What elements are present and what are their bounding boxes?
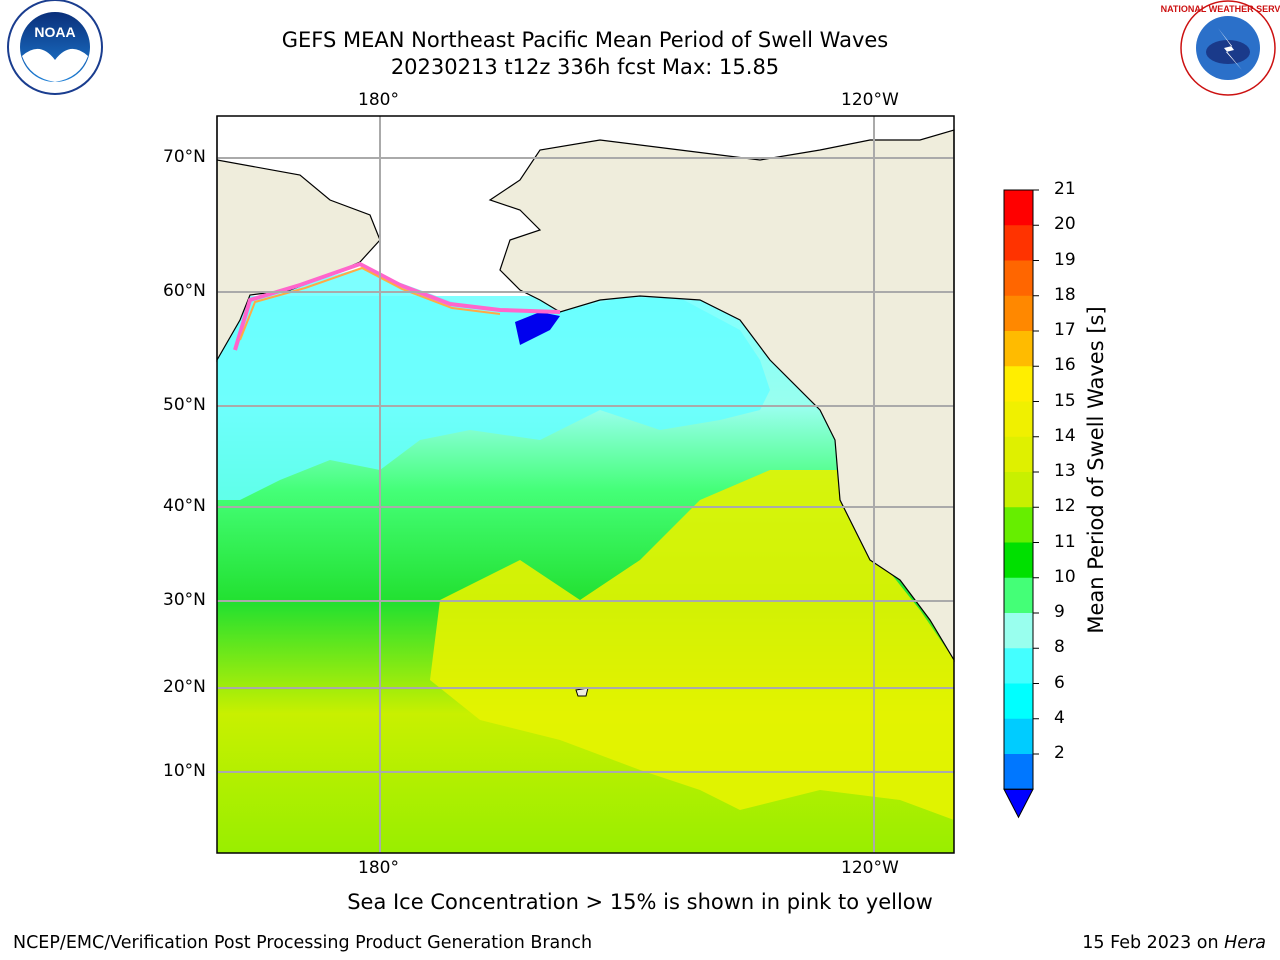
colorbar-tick-label: 2 [1054,743,1065,763]
colorbar-tick-label: 4 [1054,707,1065,728]
lat-label-10n: 10°N [163,761,206,781]
ocean-yellow-region [430,470,954,820]
colorbar-tick-label: 11 [1054,531,1076,552]
lat-label-50n: 50°N [163,395,206,415]
colorbar-tick-label: 20 [1054,214,1076,235]
colorbar-tick-label: 19 [1054,249,1076,270]
map-subtitle: 20230213 t12z 336h fcst Max: 15.85 [390,55,780,79]
colorbar-segment [1004,472,1033,508]
map-frame [216,115,955,854]
colorbar-tick-label: 9 [1054,602,1065,622]
colorbar-segment [1004,683,1033,720]
lon-label-bottom-120w: 120°W [841,858,899,878]
footer-host: Hera [1224,933,1266,953]
lat-label-20n: 20°N [163,677,206,697]
colorbar-segment [1004,366,1033,402]
colorbar-segment [1004,613,1033,649]
lon-label-top-180: 180° [358,90,399,110]
ocean-deep-blue-patch [515,312,560,345]
colorbar-segment [1004,754,1033,790]
sea-ice-fringe-yellow [239,266,501,341]
colorbar-border [1003,189,1034,790]
colorbar-tick-label: 16 [1054,355,1076,376]
colorbar-tick-label: 14 [1054,425,1076,446]
colorbar-segment [1004,260,1033,297]
colorbar-tick-label: 13 [1054,461,1076,481]
colorbar-segment [1004,436,1033,473]
colorbar-segment [1004,225,1033,261]
footer-date-text: 15 Feb 2023 on [1082,933,1225,953]
lat-label-40n: 40°N [163,496,206,516]
colorbar-segment [1004,401,1033,438]
ocean-cyan-region [217,268,770,500]
map-title: GEFS MEAN Northeast Pacific Mean Period … [281,28,889,52]
colorbar-tick-label: 10 [1054,566,1076,587]
colorbar-segment [1004,295,1033,332]
colorbar-segment [1004,648,1033,684]
lat-label-30n: 30°N [163,590,206,610]
footer-date: 15 Feb 2023 on Hera [1082,933,1266,953]
colorbar-tick-label: 6 [1054,672,1065,693]
lat-label-60n: 60°N [163,281,206,301]
colorbar-tick-label: 21 [1054,179,1076,199]
colorbar-tick-label: 17 [1054,320,1076,340]
colorbar-segment [1004,331,1033,367]
graticule [217,116,954,853]
colorbar-segment [1004,507,1033,543]
lat-label-70n: 70°N [163,147,206,167]
footer-branch: NCEP/EMC/Verification Post Processing Pr… [13,933,593,953]
colorbar-label: Mean Period of Swell Waves [s] [1084,306,1108,634]
colorbar-segment [1004,190,1033,226]
colorbar-segment [1004,577,1033,614]
colorbar-tick-label: 15 [1054,390,1076,411]
colorbar-tick-label: 12 [1054,496,1076,517]
colorbar-tick-label: 18 [1054,284,1076,305]
colorbar-extend-arrow [1003,788,1034,819]
colorbar-tick-label: 8 [1054,637,1065,658]
colorbar-segment [1004,542,1033,579]
lon-label-top-120w: 120°W [841,90,899,110]
lon-label-bottom-180: 180° [358,858,399,878]
sea-ice-note: Sea Ice Concentration > 15% is shown in … [347,890,933,914]
colorbar-segment [1004,718,1033,755]
